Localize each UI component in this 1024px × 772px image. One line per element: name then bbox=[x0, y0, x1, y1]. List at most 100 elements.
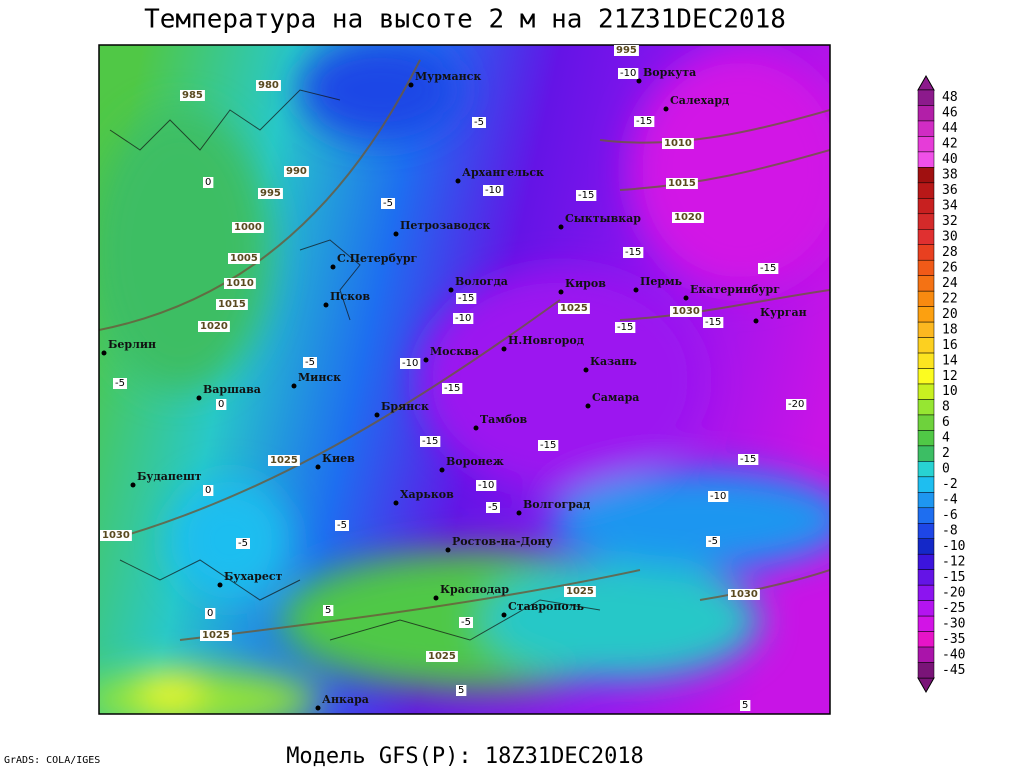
colorbar-label: 42 bbox=[942, 137, 958, 152]
city-dot bbox=[633, 287, 639, 293]
isobar-label: 985 bbox=[182, 90, 203, 101]
city-label: Анкара bbox=[322, 693, 369, 706]
colorbar-label: 20 bbox=[942, 307, 958, 322]
isotherm-label-box bbox=[400, 358, 421, 369]
city-label: Салехард bbox=[670, 94, 729, 107]
city-dot bbox=[558, 289, 564, 295]
colorbar-swatch bbox=[917, 538, 935, 555]
city-label: Краснодар bbox=[440, 583, 509, 596]
isobar-label-box bbox=[666, 178, 698, 189]
colorbar-label: 2 bbox=[942, 446, 950, 461]
city-label: Волгоград bbox=[523, 498, 590, 511]
colorbar-label: -35 bbox=[942, 632, 965, 647]
isotherm-label: -15 bbox=[578, 190, 594, 201]
colorbar-swatch bbox=[917, 523, 935, 539]
colorbar-label: -30 bbox=[942, 616, 965, 631]
colorbar-label: -6 bbox=[942, 508, 958, 523]
city-dot bbox=[445, 547, 451, 553]
isobar-label-box bbox=[558, 303, 590, 314]
isobar-label-box bbox=[224, 278, 256, 289]
city-dot bbox=[439, 467, 445, 473]
city-label: Курган bbox=[760, 306, 807, 319]
city-dot bbox=[101, 350, 107, 356]
colorbar-swatch bbox=[917, 259, 935, 276]
city-dot bbox=[583, 367, 589, 373]
isotherm-label-box bbox=[738, 454, 759, 465]
colorbar-swatch bbox=[917, 182, 935, 199]
isobar-label: 1025 bbox=[202, 630, 230, 641]
city-label: Казань bbox=[590, 355, 637, 368]
isobar-label: 1025 bbox=[270, 455, 298, 466]
city-label: Екатеринбург bbox=[690, 283, 780, 296]
isobar-label-box bbox=[662, 138, 694, 149]
isotherm-label: -10 bbox=[710, 491, 726, 502]
colorbar-label: 48 bbox=[942, 90, 958, 105]
city-label: Берлин bbox=[108, 338, 156, 351]
city-label: Варшава bbox=[203, 383, 261, 396]
city-label: Москва bbox=[430, 345, 479, 358]
city-label: Минск bbox=[298, 371, 341, 384]
isobar-label: 1000 bbox=[234, 222, 262, 233]
city-dot bbox=[323, 302, 329, 308]
colorbar-swatch bbox=[917, 321, 935, 338]
isotherm-label-box bbox=[786, 399, 807, 410]
isotherm-label: -5 bbox=[238, 538, 248, 549]
map-frame bbox=[98, 44, 831, 715]
colorbar-swatch bbox=[917, 89, 935, 106]
isotherm-label: -5 bbox=[337, 520, 347, 531]
colorbar-swatch bbox=[917, 167, 935, 184]
isotherm-label-box bbox=[615, 322, 636, 333]
isotherm-label-box bbox=[456, 293, 477, 304]
isotherm-label-box bbox=[476, 480, 497, 491]
isobar-label: 1030 bbox=[730, 589, 758, 600]
colorbar-label: 40 bbox=[942, 152, 958, 167]
isotherm-label-box bbox=[576, 190, 597, 201]
isotherm-label: 5 bbox=[458, 685, 464, 696]
city-dot bbox=[408, 82, 414, 88]
isobar-label-box bbox=[198, 321, 230, 332]
city-label: Киев bbox=[322, 452, 355, 465]
isotherm-label: -5 bbox=[488, 502, 498, 513]
isobar-label-box bbox=[258, 188, 283, 199]
isotherm-label-box bbox=[442, 383, 463, 394]
city-dot bbox=[473, 425, 479, 431]
isobar-label: 990 bbox=[286, 166, 307, 177]
isotherm-label-box bbox=[459, 617, 473, 628]
city-dot bbox=[433, 595, 439, 601]
isotherm-label: -15 bbox=[444, 383, 460, 394]
isotherm-label-box bbox=[740, 700, 751, 711]
isobar-label-box bbox=[228, 253, 260, 264]
isobar-label: 1030 bbox=[102, 530, 130, 541]
isotherm-label: -5 bbox=[305, 357, 315, 368]
colorbar-swatch bbox=[917, 213, 935, 230]
city-dot bbox=[291, 383, 297, 389]
city-dot bbox=[448, 287, 454, 293]
city-label: Вологда bbox=[455, 275, 508, 288]
colorbar-label: -15 bbox=[942, 570, 965, 585]
isobar-label: 995 bbox=[260, 188, 281, 199]
colorbar-label: -20 bbox=[942, 585, 965, 600]
isotherm-label: -5 bbox=[474, 117, 484, 128]
colorbar-swatch bbox=[917, 553, 935, 570]
colorbar-label: 10 bbox=[942, 384, 958, 399]
isobar-label: 1020 bbox=[200, 321, 228, 332]
colorbar-label: 16 bbox=[942, 338, 958, 353]
city-label: Воркута bbox=[643, 66, 696, 79]
city-dot bbox=[683, 295, 689, 301]
city-dot bbox=[636, 78, 642, 84]
isotherm-label-box bbox=[472, 117, 486, 128]
colorbar-cap bbox=[917, 74, 935, 91]
city-label: Н.Новгород bbox=[508, 334, 584, 347]
colorbar-label: 38 bbox=[942, 168, 958, 183]
colorbar-swatch bbox=[917, 476, 935, 493]
isotherm-label-box bbox=[203, 485, 214, 496]
isobar-label-box bbox=[200, 630, 232, 641]
isotherm-label-box bbox=[623, 247, 644, 258]
isotherm-label: -5 bbox=[115, 378, 125, 389]
isobar-label-box bbox=[216, 299, 248, 310]
isobar-label-box bbox=[672, 212, 704, 223]
colorbar-swatch bbox=[917, 662, 935, 679]
isotherm-label-box bbox=[758, 263, 779, 274]
isotherm-label: -10 bbox=[485, 185, 501, 196]
